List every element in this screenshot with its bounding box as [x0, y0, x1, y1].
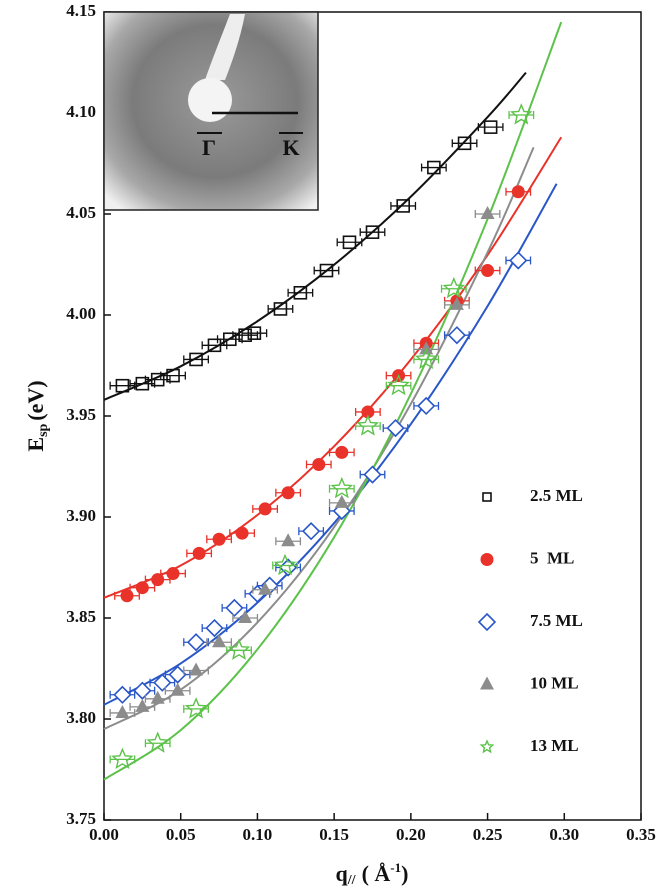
y-tick-label: 3.90	[66, 506, 96, 525]
x-tick-label: 0.15	[319, 825, 349, 844]
marker-circle	[167, 567, 180, 580]
marker-star	[148, 733, 167, 751]
marker-circle	[282, 486, 295, 499]
marker-diamond	[134, 683, 150, 699]
marker-triangle	[238, 610, 252, 623]
marker-star	[187, 699, 206, 717]
x-tick-label: 0.20	[396, 825, 426, 844]
marker-diamond	[226, 600, 242, 616]
marker-circle	[335, 446, 348, 459]
marker-triangle	[151, 691, 165, 704]
x-title-sub: //	[347, 873, 357, 888]
legend-marker	[481, 553, 494, 566]
legend-marker	[481, 741, 492, 752]
y-axis-title: Esp (eV)	[23, 380, 51, 451]
y-tick-label: 4.15	[66, 1, 96, 20]
y-tick-label: 3.95	[66, 405, 96, 424]
x-tick-label: 0.35	[626, 825, 656, 844]
x-title-main: q	[336, 861, 349, 886]
marker-circle	[213, 533, 226, 546]
inset-label: K	[282, 135, 299, 160]
marker-circle	[121, 589, 134, 602]
legend-label: 10 ML	[530, 673, 579, 692]
marker-circle	[136, 581, 149, 594]
y-tick-label: 3.80	[66, 708, 96, 727]
legend-label: 13 ML	[530, 736, 579, 755]
y-tick-label: 4.00	[66, 304, 96, 323]
marker-circle	[151, 573, 164, 586]
x-tick-label: 0.25	[473, 825, 503, 844]
legend-label: 5 ML	[530, 548, 574, 567]
inset-label: Γ	[202, 135, 216, 160]
x-title-end: )	[401, 861, 408, 886]
marker-circle	[312, 458, 325, 471]
marker-circle	[512, 185, 525, 198]
x-tick-label: 0.05	[166, 825, 196, 844]
x-tick-label: 0.00	[89, 825, 119, 844]
legend-marker	[479, 614, 495, 630]
y-title-sub: sp	[36, 423, 51, 436]
marker-diamond	[303, 523, 319, 539]
x-tick-label: 0.30	[549, 825, 579, 844]
marker-circle	[259, 502, 272, 515]
x-tick-label: 0.10	[243, 825, 273, 844]
marker-star	[230, 640, 249, 658]
y-title-main: E	[23, 437, 48, 452]
marker-circle	[236, 527, 249, 540]
marker-diamond	[114, 687, 130, 703]
y-tick-label: 4.05	[66, 203, 96, 222]
marker-circle	[481, 264, 494, 277]
inset-spot	[188, 78, 232, 122]
y-tick-label: 4.10	[66, 102, 96, 121]
legend-label: 7.5 ML	[530, 611, 583, 630]
marker-triangle	[189, 663, 203, 676]
y-tick-label: 3.85	[66, 607, 96, 626]
marker-star	[332, 479, 351, 497]
marker-triangle	[115, 705, 129, 718]
x-title-unit: ( Å	[362, 861, 391, 886]
marker-diamond	[510, 252, 526, 268]
legend-label: 2.5 ML	[530, 486, 583, 505]
marker-circle	[193, 547, 206, 560]
legend-marker	[480, 677, 494, 690]
chart: 3.753.803.853.903.954.004.054.104.150.00…	[0, 0, 666, 896]
y-title-unit: (eV)	[23, 380, 48, 420]
legend-marker	[483, 493, 491, 501]
inset: Γ K	[104, 12, 318, 210]
marker-triangle	[135, 699, 149, 712]
marker-triangle	[281, 533, 295, 546]
fit-curve	[104, 147, 534, 729]
legend: 2.5 ML 5 ML 7.5 ML 10 ML 13 ML	[479, 486, 583, 755]
marker-star	[512, 105, 531, 123]
marker-diamond	[449, 327, 465, 343]
x-title-sup: -1	[390, 860, 401, 875]
x-axis-title: q// ( Å-1)	[336, 860, 409, 888]
